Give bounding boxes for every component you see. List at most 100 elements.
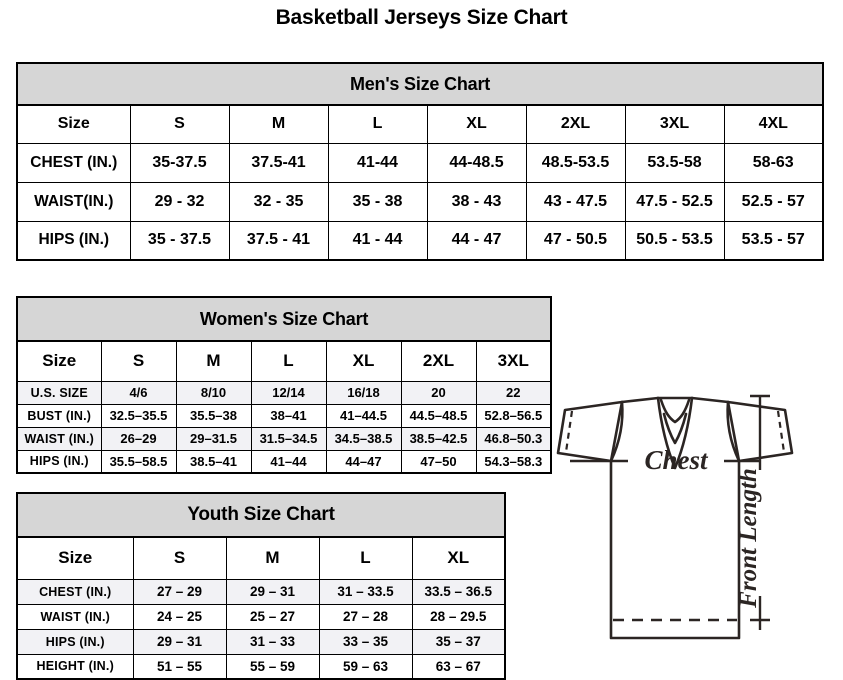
table-row: BUST (IN.) 32.5–35.5 35.5–38 38–41 41–44… [16,403,552,428]
youth-cell-waist-s: 24 – 25 [132,603,227,630]
mens-chart-header-row: Size S M L XL 2XL 3XL 4XL [16,104,824,144]
youth-cell-chest-xl: 33.5 – 36.5 [411,578,506,605]
womens-col-header-m: M [175,340,252,382]
page-title: Basketball Jerseys Size Chart [275,6,568,29]
youth-cell-hips-xl: 35 – 37 [411,628,506,655]
womens-cell-bust-l: 38–41 [250,403,327,428]
mens-row-label-hips: HIPS (IN.) [16,220,131,261]
table-row: WAIST(IN.) 29 - 32 32 - 35 35 - 38 38 - … [16,181,824,222]
table-row: HIPS (IN.) 29 – 31 31 – 33 33 – 35 35 – … [16,628,506,655]
womens-col-header-size: Size [16,340,102,382]
mens-cell-waist-m: 32 - 35 [228,181,329,222]
mens-cell-waist-xl: 38 - 43 [426,181,527,222]
front-length-label: Front Length [735,468,762,609]
youth-col-header-s: S [132,536,227,580]
womens-col-header-2xl: 2XL [400,340,477,382]
mens-cell-waist-4xl: 52.5 - 57 [723,181,824,222]
womens-row-label-us-size: U.S. SIZE [16,380,102,405]
youth-row-label-chest: CHEST (IN.) [16,578,134,605]
womens-cell-waist-2xl: 38.5–42.5 [400,426,477,451]
youth-cell-hips-l: 33 – 35 [318,628,413,655]
mens-cell-chest-2xl: 48.5-53.5 [525,142,626,183]
mens-cell-hips-m: 37.5 - 41 [228,220,329,261]
womens-cell-bust-xl: 41–44.5 [325,403,402,428]
youth-cell-chest-m: 29 – 31 [225,578,320,605]
mens-cell-hips-l: 41 - 44 [327,220,428,261]
mens-col-header-size: Size [16,104,131,144]
mens-cell-hips-xl: 44 - 47 [426,220,527,261]
womens-cell-waist-s: 26–29 [100,426,177,451]
mens-col-header-3xl: 3XL [624,104,725,144]
womens-col-header-s: S [100,340,177,382]
mens-cell-hips-4xl: 53.5 - 57 [723,220,824,261]
front-length-measure-line [750,394,770,630]
mens-cell-chest-m: 37.5-41 [228,142,329,183]
table-row: HIPS (IN.) 35.5–58.5 38.5–41 41–44 44–47… [16,449,552,474]
mens-cell-chest-4xl: 58-63 [723,142,824,183]
mens-cell-waist-l: 35 - 38 [327,181,428,222]
mens-row-label-waist: WAIST(IN.) [16,181,131,222]
mens-chart-caption-row: Men's Size Chart [16,62,824,106]
womens-cell-waist-xl: 34.5–38.5 [325,426,402,451]
sleeve-hem-dashes [564,410,786,453]
mens-cell-chest-l: 41-44 [327,142,428,183]
womens-cell-hips-xl: 44–47 [325,449,402,474]
youth-col-header-m: M [225,536,320,580]
chest-label: Chest [644,445,709,475]
womens-cell-us-size-2xl: 20 [400,380,477,405]
womens-cell-hips-m: 38.5–41 [175,449,252,474]
womens-chart-caption: Women's Size Chart [15,296,553,342]
table-row: HIPS (IN.) 35 - 37.5 37.5 - 41 41 - 44 4… [16,220,824,261]
womens-cell-us-size-l: 12/14 [250,380,327,405]
youth-col-header-l: L [318,536,413,580]
youth-cell-waist-l: 27 – 28 [318,603,413,630]
youth-cell-height-l: 59 – 63 [318,653,413,680]
mens-col-header-s: S [129,104,230,144]
womens-cell-hips-2xl: 47–50 [400,449,477,474]
mens-col-header-4xl: 4XL [723,104,824,144]
womens-cell-bust-m: 35.5–38 [175,403,252,428]
mens-cell-hips-2xl: 47 - 50.5 [525,220,626,261]
table-row: CHEST (IN.) 35-37.5 37.5-41 41-44 44-48.… [16,142,824,183]
youth-cell-chest-s: 27 – 29 [132,578,227,605]
womens-cell-us-size-3xl: 22 [475,380,552,405]
womens-cell-waist-3xl: 46.8–50.3 [475,426,552,451]
mens-cell-waist-2xl: 43 - 47.5 [525,181,626,222]
mens-chart-caption: Men's Size Chart [16,62,824,106]
womens-cell-us-size-s: 4/6 [100,380,177,405]
womens-cell-us-size-m: 8/10 [175,380,252,405]
youth-chart-header-row: Size S M L XL [16,536,506,580]
table-row: U.S. SIZE 4/6 8/10 12/14 16/18 20 22 [16,380,552,405]
table-row: HEIGHT (IN.) 51 – 55 55 – 59 59 – 63 63 … [16,653,506,680]
mens-row-label-chest: CHEST (IN.) [16,142,131,183]
youth-chart-caption-row: Youth Size Chart [15,492,507,538]
mens-cell-chest-3xl: 53.5-58 [624,142,725,183]
womens-cell-us-size-xl: 16/18 [325,380,402,405]
womens-cell-waist-m: 29–31.5 [175,426,252,451]
table-row: WAIST (IN.) 26–29 29–31.5 31.5–34.5 34.5… [16,426,552,451]
youth-cell-waist-xl: 28 – 29.5 [411,603,506,630]
mens-col-header-l: L [327,104,428,144]
youth-cell-height-m: 55 – 59 [225,653,320,680]
youth-cell-height-s: 51 – 55 [132,653,227,680]
mens-cell-waist-3xl: 47.5 - 52.5 [624,181,725,222]
jersey-measurement-diagram: Chest Front Length [528,348,840,670]
womens-col-header-3xl: 3XL [475,340,552,382]
womens-cell-waist-l: 31.5–34.5 [250,426,327,451]
youth-size-chart: Youth Size Chart Size S M L XL CHEST (IN… [15,492,507,680]
youth-cell-height-xl: 63 – 67 [411,653,506,680]
womens-row-label-waist: WAIST (IN.) [16,426,102,451]
womens-col-header-l: L [250,340,327,382]
womens-cell-hips-s: 35.5–58.5 [100,449,177,474]
mens-cell-waist-s: 29 - 32 [129,181,230,222]
youth-cell-waist-m: 25 – 27 [225,603,320,630]
womens-chart-header-row: Size S M L XL 2XL 3XL [16,340,552,382]
mens-cell-chest-xl: 44-48.5 [426,142,527,183]
youth-cell-hips-s: 29 – 31 [132,628,227,655]
mens-cell-chest-s: 35-37.5 [129,142,230,183]
youth-col-header-xl: XL [411,536,506,580]
mens-col-header-2xl: 2XL [525,104,626,144]
womens-cell-hips-3xl: 54.3–58.3 [475,449,552,474]
womens-size-chart: Women's Size Chart Size S M L XL 2XL 3XL… [15,296,553,474]
jersey-outline-icon [556,396,794,640]
